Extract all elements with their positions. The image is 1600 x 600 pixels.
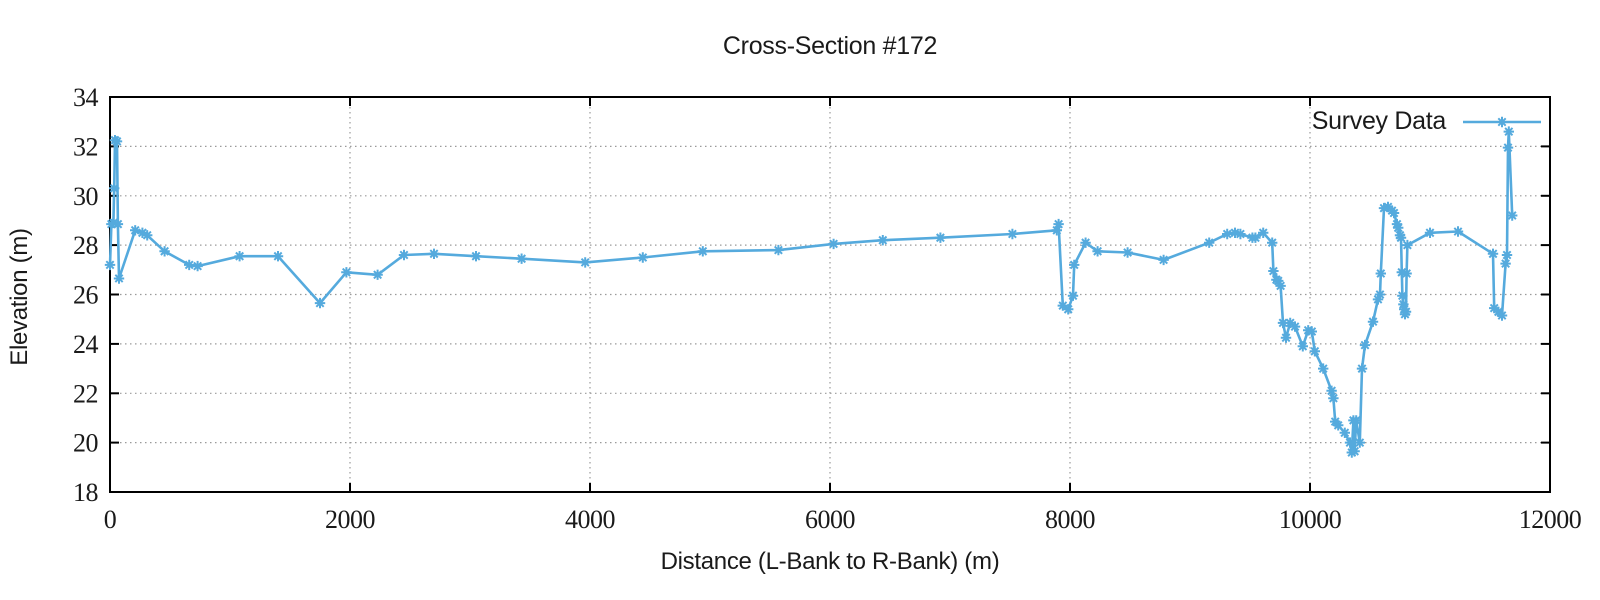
svg-text:8000: 8000 xyxy=(1045,505,1096,534)
legend-line-marker-icon xyxy=(1463,116,1541,127)
svg-text:12000: 12000 xyxy=(1519,505,1582,534)
svg-text:30: 30 xyxy=(73,182,99,211)
svg-text:32: 32 xyxy=(73,132,98,161)
chart-title: Cross-Section #172 xyxy=(722,32,938,60)
svg-text:2000: 2000 xyxy=(325,505,376,534)
svg-text:34: 34 xyxy=(73,83,99,112)
svg-text:6000: 6000 xyxy=(805,505,856,534)
svg-text:0: 0 xyxy=(104,505,117,534)
svg-text:24: 24 xyxy=(73,330,99,359)
svg-text:20: 20 xyxy=(73,429,99,458)
legend: Survey Data xyxy=(1312,107,1542,136)
legend-series-label: Survey Data xyxy=(1311,107,1447,135)
svg-text:10000: 10000 xyxy=(1279,505,1342,534)
x-axis-label: Distance (L-Bank to R-Bank) (m) xyxy=(660,548,1000,575)
svg-text:28: 28 xyxy=(73,231,99,260)
svg-text:26: 26 xyxy=(73,281,99,310)
svg-text:4000: 4000 xyxy=(565,505,616,534)
svg-text:22: 22 xyxy=(73,379,98,408)
y-axis-label: Elevation (m) xyxy=(6,228,33,366)
svg-text:18: 18 xyxy=(73,478,99,507)
